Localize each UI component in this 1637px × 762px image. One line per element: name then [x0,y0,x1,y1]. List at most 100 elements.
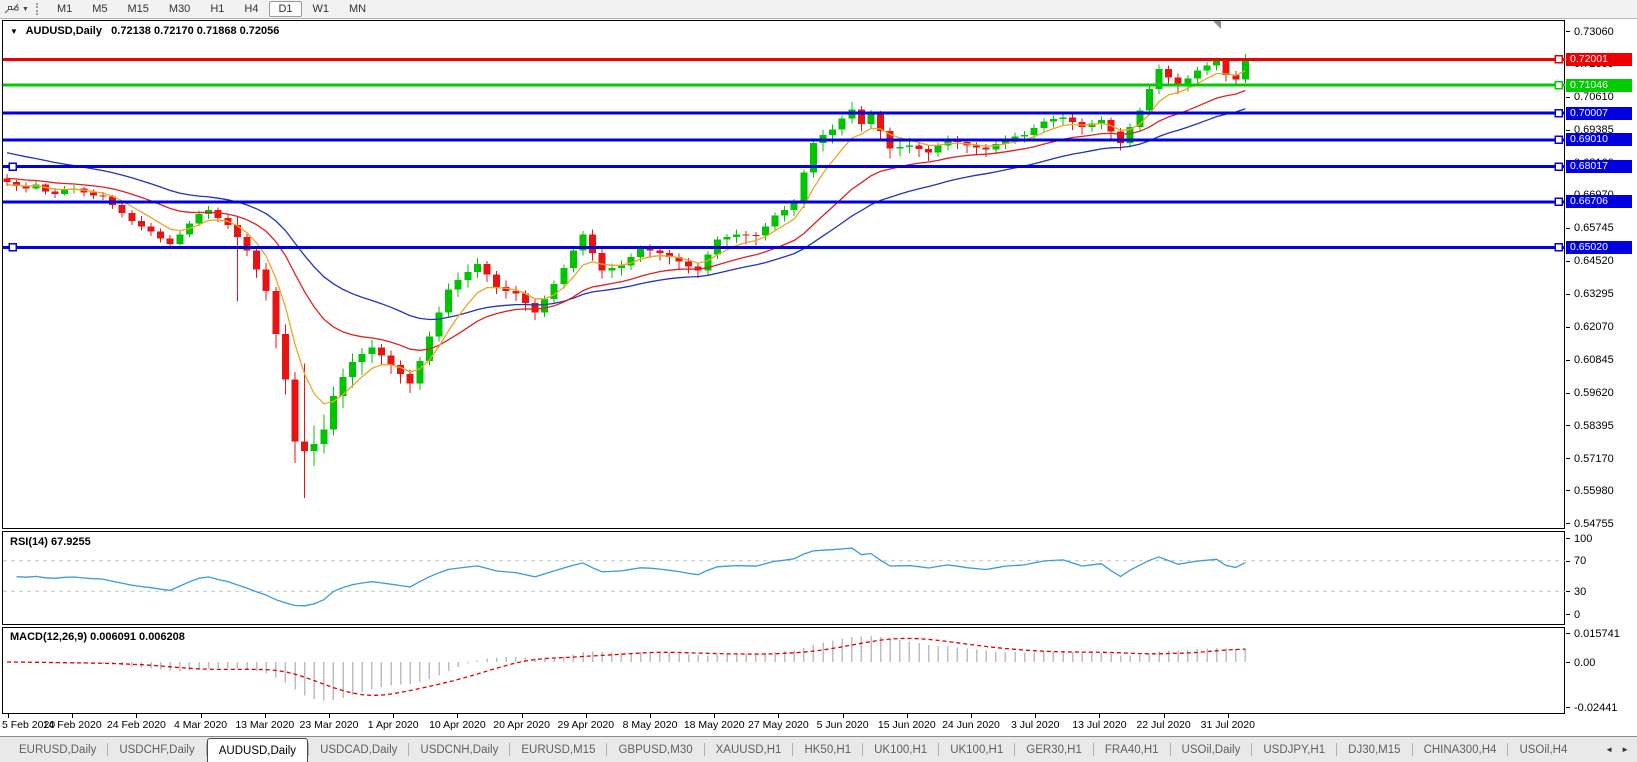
tab-eurusd-daily[interactable]: EURUSD,Daily [19,743,97,756]
tab-china300-h4[interactable]: CHINA300,H4 [1423,743,1497,756]
rsi-tick [1566,591,1570,593]
tab-separator [1092,743,1094,756]
tab-usdcnh-daily[interactable]: USDCNH,Daily [420,743,499,756]
tab-uk100-h1[interactable]: UK100,H1 [950,743,1004,756]
price-tick [1566,31,1570,32]
date-axis[interactable]: 5 Feb 2020 14 Feb 2020 24 Feb 2020 4 Mar 20… [0,714,1637,736]
price-tick [1566,293,1570,295]
date-label: 3 Jul 2020 [1010,719,1060,731]
price-tick [1566,425,1570,427]
date-label: 23 Mar 2020 [299,719,359,731]
tab-audusd-daily[interactable]: AUDUSD,Daily [206,738,309,762]
tab-separator [1336,743,1338,756]
date-label: 20 Apr 2020 [493,719,550,731]
price-axis[interactable]: 0.730600.718350.706100.693850.681600.669… [1566,19,1637,714]
date-label: 10 Apr 2020 [429,719,486,731]
date-tick [971,714,972,718]
date-label: 22 Jul 2020 [1136,719,1191,731]
tab-uk100-h1[interactable]: UK100,H1 [874,743,928,756]
timeframe-button-m5[interactable]: M5 [92,3,108,15]
price-tick [1566,96,1570,98]
date-tick [521,714,523,718]
price-tick-label: 0.60845 [1574,354,1614,367]
chart-title[interactable]: ▼ AUDUSD,Daily 0.72138 0.72170 0.71868 0… [10,25,279,37]
tab-usoil-daily[interactable]: USOil,Daily [1181,743,1241,756]
tab-usdjpy-h1[interactable]: USDJPY,H1 [1263,743,1326,756]
timeframe-button-m1[interactable]: M1 [56,3,73,15]
tab-gbpusd-m30[interactable]: GBPUSD,M30 [618,743,693,756]
timeframe-button-m30[interactable]: M30 [168,3,191,15]
tab-usoil-h4[interactable]: USOil,H4 [1519,743,1568,756]
price-tick-label: 0.54755 [1574,517,1614,530]
tab-usdchf-daily[interactable]: USDCHF,Daily [119,743,195,756]
tab-separator [862,743,864,756]
price-tick [1566,129,1570,131]
timeframe-button-w1[interactable]: W1 [312,3,330,15]
tab-separator [107,743,109,756]
tab-separator [1251,743,1253,756]
price-tick-label: 0.58395 [1574,419,1614,432]
macd-signal-line [6,637,1246,697]
date-label: 1 Apr 2020 [367,719,419,731]
date-tick [264,714,266,718]
price-tick-label: 0.65745 [1574,222,1614,235]
date-label: 24 Jun 2020 [942,719,1000,731]
price-tick-label: 0.57170 [1574,452,1614,465]
chevron-down-icon[interactable]: ▼ [22,5,29,13]
timeframe-button-h4[interactable]: H4 [244,3,259,15]
date-tick [778,714,780,718]
main-price-chart[interactable] [2,20,1565,529]
chart-shift-marker[interactable] [1213,21,1221,29]
tab-separator [1411,743,1413,756]
date-tick [457,714,459,718]
macd-tick [1566,707,1570,708]
rsi-tick-label: 70 [1574,555,1587,568]
date-label: 5 Jun 2020 [816,719,869,731]
date-label: 8 May 2020 [622,719,678,731]
tab-usdcad-daily[interactable]: USDCAD,Daily [320,743,398,756]
price-level-tag: 0.70007 [1566,106,1632,120]
date-tick [200,714,202,718]
price-tick [1566,359,1570,361]
date-label: 13 Mar 2020 [235,719,295,731]
price-level-tag: 0.72001 [1566,52,1632,66]
tab-ger30-h1[interactable]: GER30,H1 [1026,743,1082,756]
tab-separator [509,743,511,756]
rsi-tick [1566,614,1570,615]
tabs-scroll-left-icon[interactable]: ◄ [1605,745,1614,754]
tab-dj30-m15[interactable]: DJ30,M15 [1348,743,1401,756]
tab-xauusd-h1[interactable]: XAUUSD,H1 [715,743,782,756]
trendline-tool-button[interactable]: ▼ [0,1,32,17]
timeframe-button-h1[interactable]: H1 [210,3,225,15]
price-tick [1566,458,1570,460]
ma-mid-line [6,89,1246,351]
rsi-tick-label: 30 [1574,585,1587,598]
timeframe-button-m15[interactable]: M15 [127,3,149,15]
tab-separator [308,743,310,756]
timeframe-buttons: M1 M5 M15 M30 H1 H4 D1 W1 MN [47,1,376,17]
chart-symbol-period: AUDUSD,Daily [25,25,102,37]
rsi-indicator-panel[interactable] [2,531,1565,625]
candlestick-series [3,54,1249,498]
tab-separator [792,743,794,756]
ma-fast-line [6,70,1246,405]
tab-separator [408,743,410,756]
chart-title-collapse-icon[interactable]: ▼ [10,27,18,36]
macd-tick-label: 0.00 [1574,656,1596,669]
tabs-scroll-right-icon[interactable]: ► [1621,745,1629,754]
timeframe-button-d1[interactable]: D1 [269,1,302,17]
date-label: 31 Jul 2020 [1200,719,1255,731]
tab-eurusd-m15[interactable]: EURUSD,M15 [521,743,596,756]
chart-ohlc-values: 0.72138 0.72170 0.71868 0.72056 [111,25,280,37]
price-tick [1566,194,1570,196]
date-label: 27 May 2020 [748,719,809,731]
timeframe-button-mn[interactable]: MN [349,3,367,15]
tab-scroll-buttons: ◄ ► [1601,737,1637,762]
macd-tick [1566,633,1570,634]
price-tick-label: 0.63295 [1574,288,1614,301]
date-label: 15 Jun 2020 [877,719,936,731]
tab-hk50-h1[interactable]: HK50,H1 [804,743,852,756]
tab-separator [205,743,207,756]
macd-indicator-panel[interactable] [2,627,1565,714]
tab-fra40-h1[interactable]: FRA40,H1 [1104,743,1159,756]
